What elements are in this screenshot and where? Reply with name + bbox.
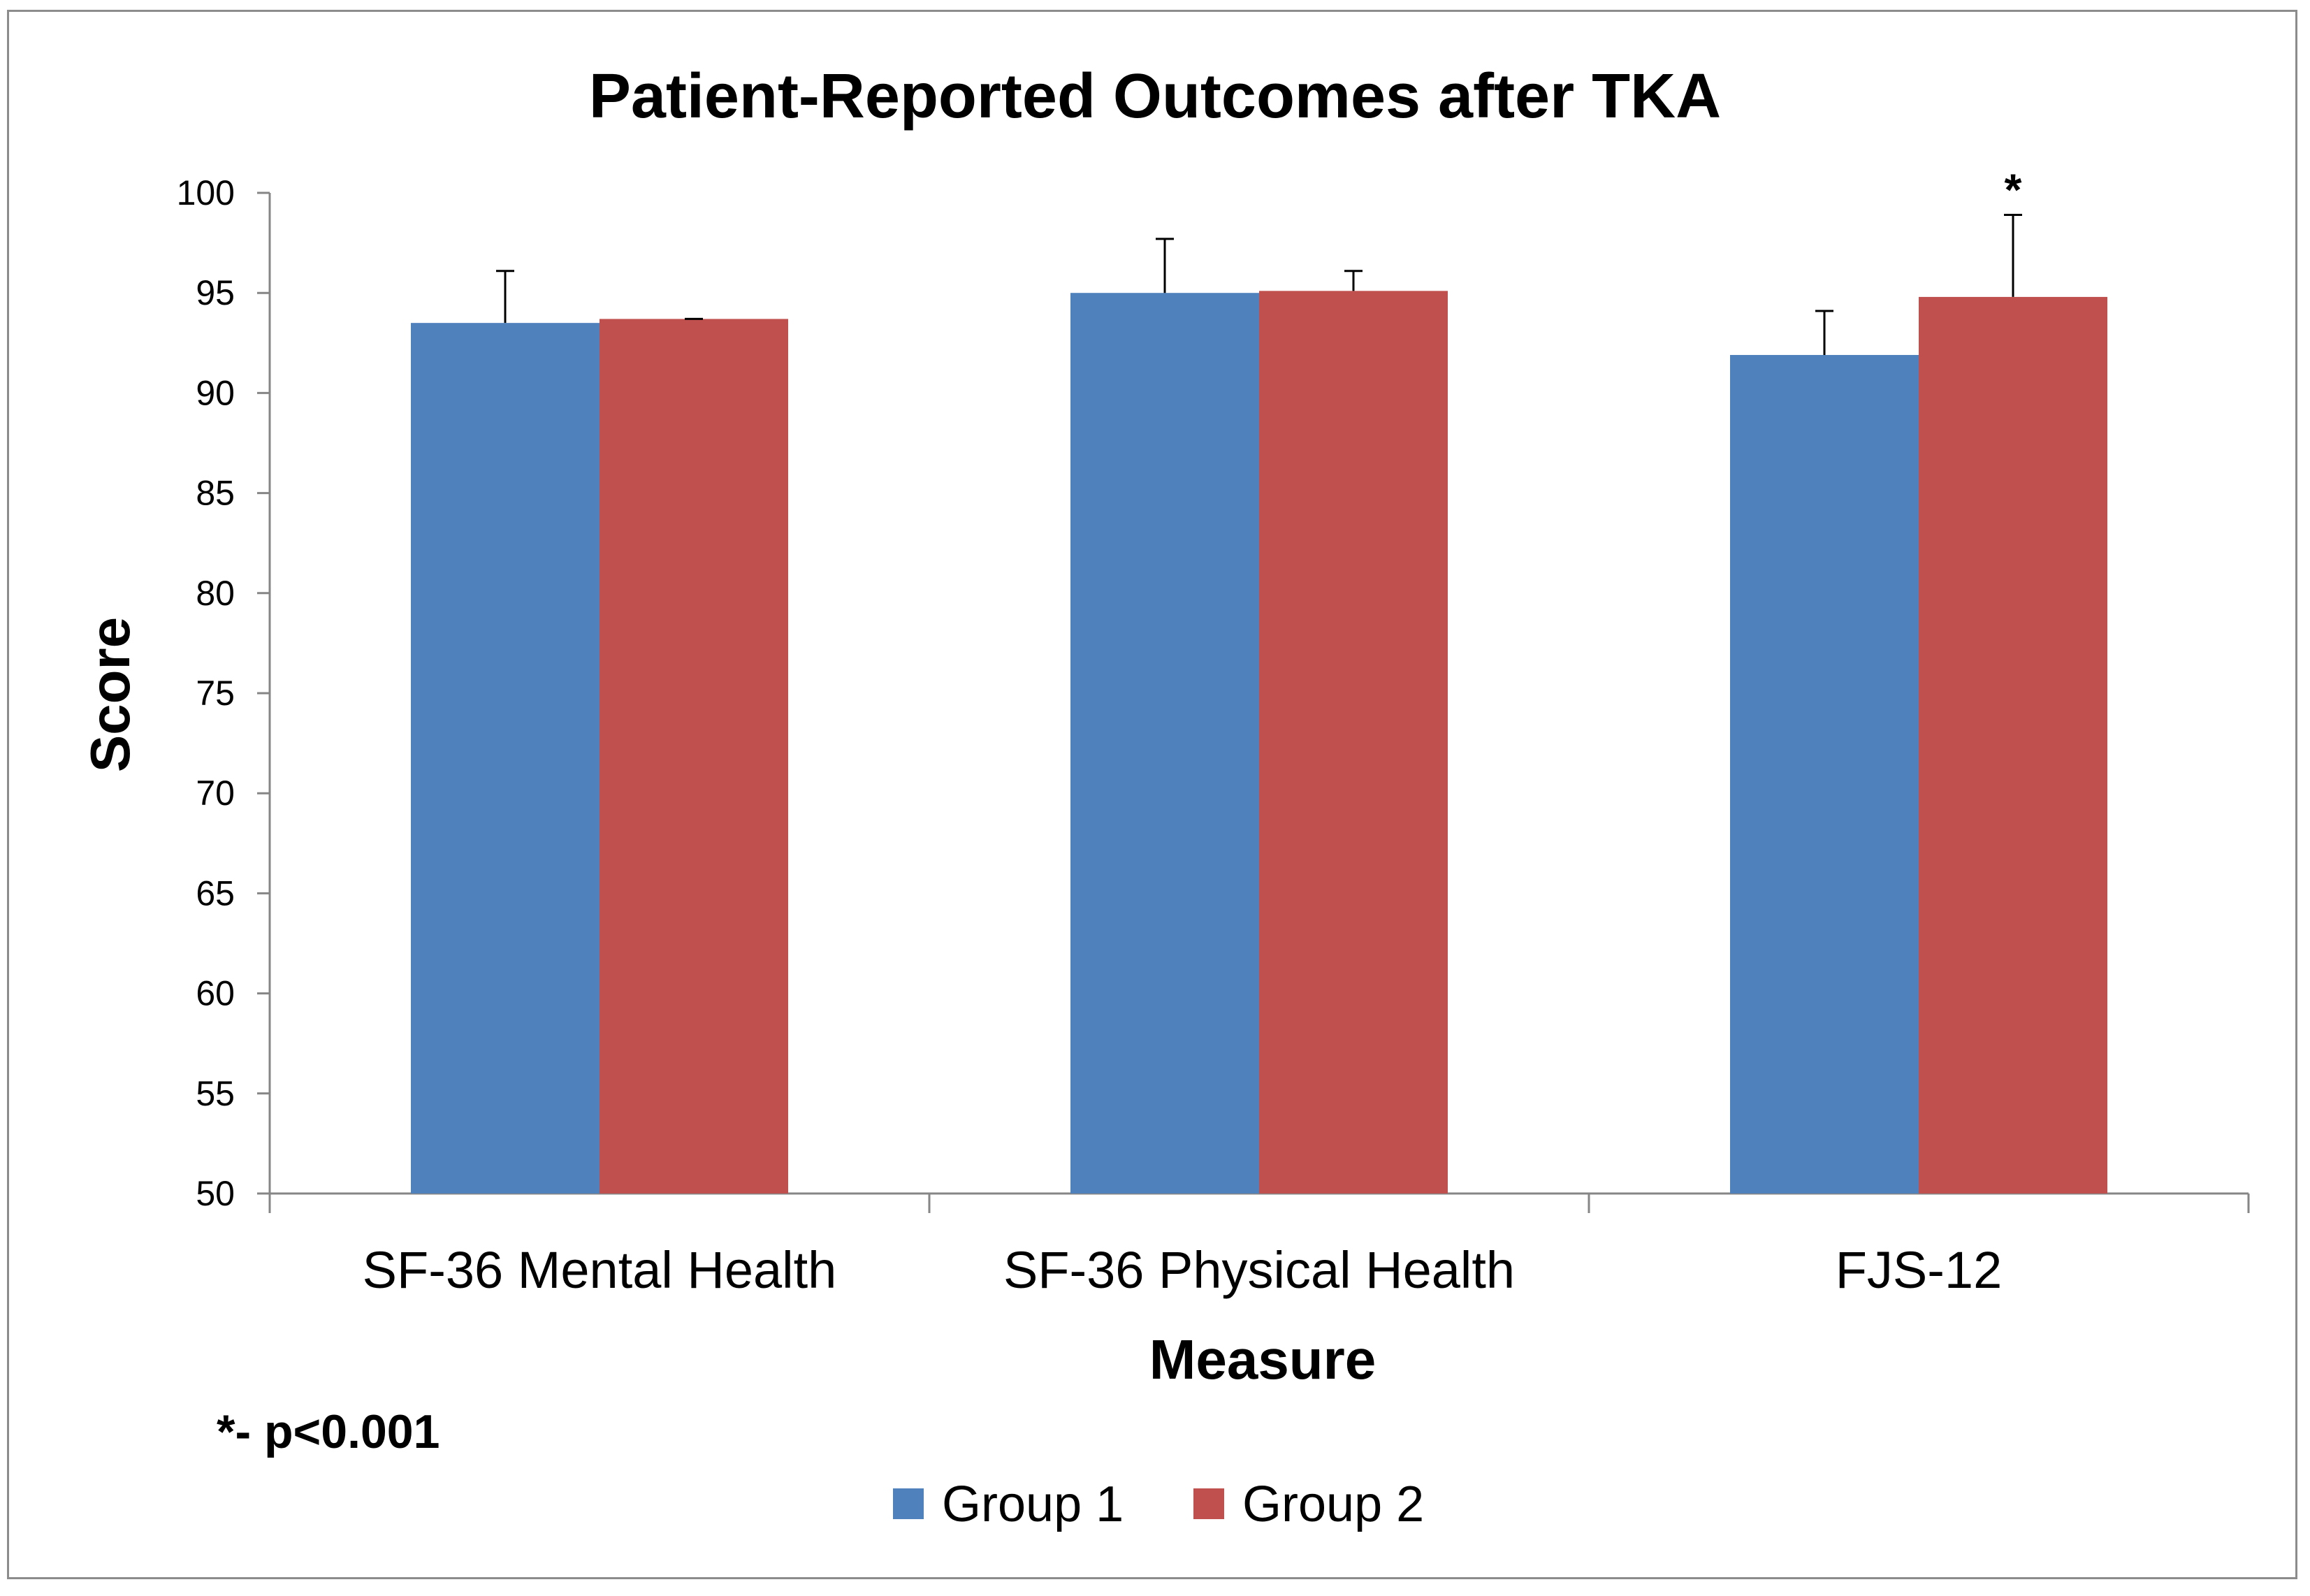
y-tick-label: 50 (196, 1174, 235, 1213)
y-tick-label: 80 (196, 574, 235, 613)
bar-group-1 (1070, 293, 1259, 1194)
bar-group-1 (411, 323, 600, 1194)
y-tick-label: 100 (177, 173, 235, 212)
y-tick-label: 70 (196, 774, 235, 813)
bar-group-1 (1730, 354, 1919, 1194)
legend-label: Group 2 (1242, 1477, 1424, 1532)
y-tick-label: 95 (196, 273, 235, 312)
legend-swatch (1193, 1488, 1224, 1519)
y-tick-label: 85 (196, 474, 235, 513)
x-tick-label: SF-36 Mental Health (363, 1241, 837, 1299)
chart-title: Patient-Reported Outcomes after TKA (589, 61, 1721, 131)
bar-group-2 (1259, 291, 1448, 1194)
x-tick-label: SF-36 Physical Health (1003, 1241, 1515, 1299)
legend-swatch (893, 1488, 924, 1519)
x-axis-title: Measure (1149, 1328, 1376, 1391)
legend-label: Group 1 (942, 1477, 1124, 1532)
x-tick-label: FJS-12 (1836, 1241, 2003, 1299)
y-tick-label: 75 (196, 674, 235, 713)
significance-marker: * (2005, 165, 2022, 215)
y-axis-title: Score (79, 617, 141, 772)
y-tick-label: 55 (196, 1074, 235, 1113)
legend: Group 1 Group 2 (893, 1477, 1424, 1532)
bar-group-2 (1919, 296, 2107, 1194)
y-tick-label: 90 (196, 373, 235, 412)
significance-footnote: *- p<0.001 (217, 1405, 440, 1458)
bar-group-2 (600, 319, 788, 1194)
y-tick-label: 65 (196, 873, 235, 913)
y-tick-label: 60 (196, 974, 235, 1013)
